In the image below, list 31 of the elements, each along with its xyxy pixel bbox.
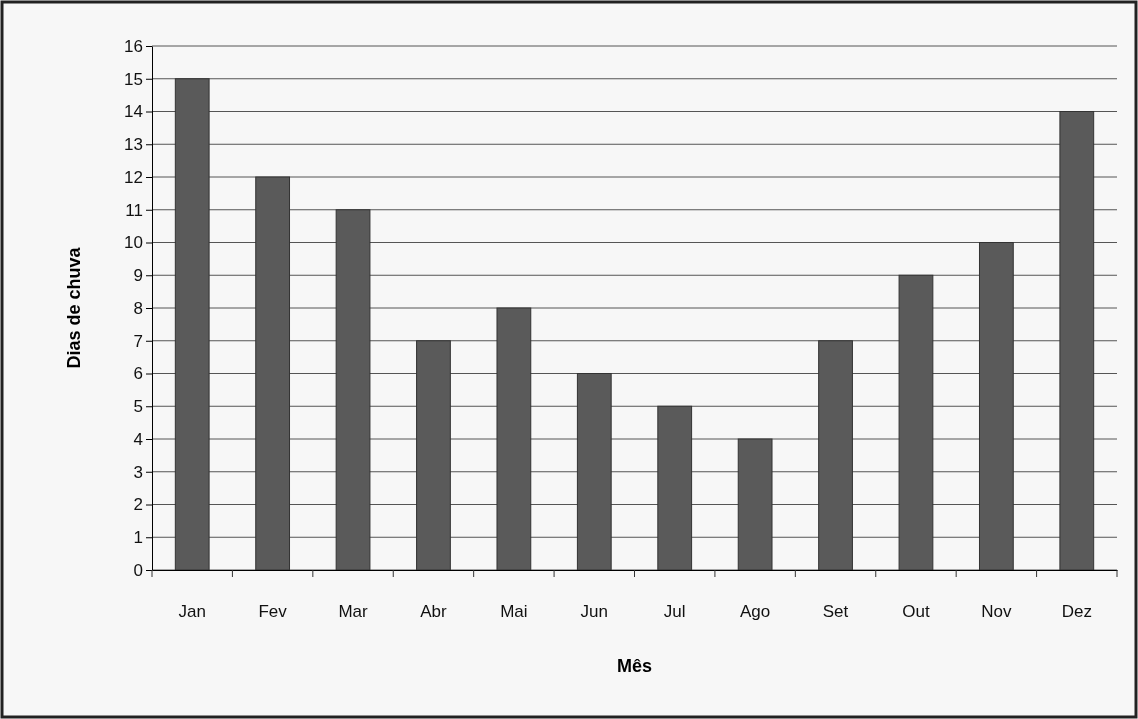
y-tick-label: 13 xyxy=(124,135,143,155)
y-tick-label: 10 xyxy=(124,233,143,253)
y-tick-label: 12 xyxy=(124,167,143,187)
x-tick-label: Mar xyxy=(338,602,369,622)
x-tick-label: Abr xyxy=(420,602,448,622)
x-tick-label: Fev xyxy=(258,602,288,622)
x-tick-label: Jul xyxy=(663,602,686,622)
x-tick-label: Nov xyxy=(981,602,1012,622)
y-tick-label: 8 xyxy=(133,298,143,318)
x-tick-label: Out xyxy=(902,602,930,622)
y-tick-label: 14 xyxy=(124,102,143,122)
x-tick-label: Mai xyxy=(500,602,528,622)
y-axis-title: Dias de chuva xyxy=(64,246,84,369)
x-axis-title: Mês xyxy=(616,656,653,676)
x-tick-label: Jan xyxy=(178,602,206,622)
y-tick-label: 15 xyxy=(124,69,143,89)
y-tick-label: 9 xyxy=(133,266,143,286)
x-tick-label: Set xyxy=(822,602,849,622)
x-tick-label: Dez xyxy=(1061,602,1092,622)
y-tick-label: 1 xyxy=(133,528,143,548)
y-tick-label: 5 xyxy=(133,397,143,417)
y-tick-label: 16 xyxy=(124,36,143,56)
y-tick-label: 11 xyxy=(125,200,143,220)
y-tick-label: 2 xyxy=(133,495,143,515)
y-tick-label: 0 xyxy=(133,560,143,580)
x-tick-label: Jun xyxy=(580,602,608,622)
y-tick-label: 7 xyxy=(133,331,143,351)
y-tick-label: 6 xyxy=(133,364,143,384)
y-tick-label: 3 xyxy=(133,462,143,482)
y-tick-label: 4 xyxy=(133,429,143,449)
x-tick-label: Ago xyxy=(740,602,771,622)
